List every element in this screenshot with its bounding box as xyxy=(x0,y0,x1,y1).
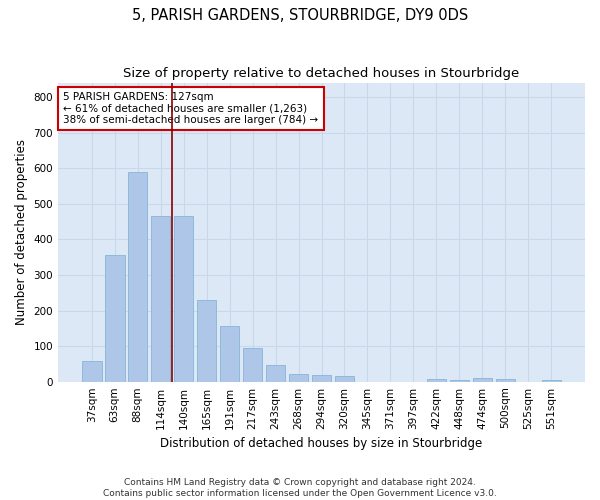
Bar xyxy=(473,378,492,382)
Bar xyxy=(82,361,101,382)
Bar xyxy=(266,365,286,382)
Bar xyxy=(427,379,446,382)
Bar xyxy=(335,376,354,382)
Bar xyxy=(128,172,148,382)
Y-axis label: Number of detached properties: Number of detached properties xyxy=(15,140,28,326)
Bar xyxy=(151,216,170,382)
Bar xyxy=(496,379,515,382)
Bar xyxy=(243,348,262,382)
Title: Size of property relative to detached houses in Stourbridge: Size of property relative to detached ho… xyxy=(124,68,520,80)
Bar xyxy=(542,380,561,382)
Bar xyxy=(220,326,239,382)
Bar xyxy=(312,374,331,382)
Text: 5 PARISH GARDENS: 127sqm
← 61% of detached houses are smaller (1,263)
38% of sem: 5 PARISH GARDENS: 127sqm ← 61% of detach… xyxy=(64,92,319,125)
Bar xyxy=(449,380,469,382)
Bar xyxy=(197,300,217,382)
Text: 5, PARISH GARDENS, STOURBRIDGE, DY9 0DS: 5, PARISH GARDENS, STOURBRIDGE, DY9 0DS xyxy=(132,8,468,22)
X-axis label: Distribution of detached houses by size in Stourbridge: Distribution of detached houses by size … xyxy=(160,437,482,450)
Bar xyxy=(289,374,308,382)
Bar xyxy=(174,216,193,382)
Bar xyxy=(105,255,125,382)
Text: Contains HM Land Registry data © Crown copyright and database right 2024.
Contai: Contains HM Land Registry data © Crown c… xyxy=(103,478,497,498)
